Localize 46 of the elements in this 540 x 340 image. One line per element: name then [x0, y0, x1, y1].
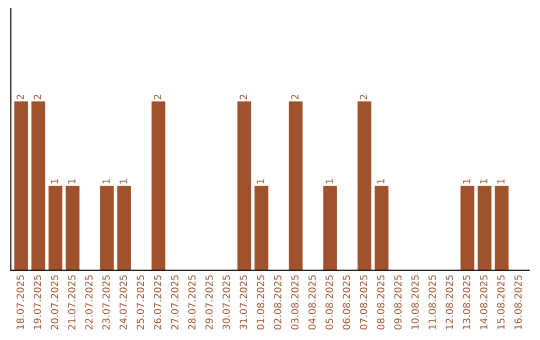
x-tick-label: 28.07.2025 — [188, 275, 196, 330]
x-tick-label: 25.07.2025 — [136, 275, 144, 330]
x-tick-label: 15.08.2025 — [497, 275, 505, 330]
x-tick-label: 29.07.2025 — [205, 275, 213, 330]
data-label: 1 — [68, 179, 76, 184]
x-tick-label: 24.07.2025 — [120, 275, 127, 330]
x-tick-label: 03.08.2025 — [291, 275, 299, 330]
x-tick-label: 04.08.2025 — [308, 275, 316, 330]
x-tick-label: 06.08.2025 — [342, 275, 350, 330]
x-tick-label: 08.08.2025 — [377, 275, 384, 330]
x-tick-label: 12.08.2025 — [446, 275, 454, 330]
x-tick-label: 09.08.2025 — [394, 275, 402, 330]
x-tick-label: 19.07.2025 — [34, 275, 42, 330]
x-tick-label: 01.08.2025 — [256, 275, 264, 330]
x-tick-label: 05.08.2025 — [326, 275, 333, 330]
x-tick-label: 23.07.2025 — [102, 275, 110, 330]
data-label: 1 — [480, 179, 488, 184]
data-label: 1 — [102, 179, 110, 184]
x-tick-label: 18.07.2025 — [16, 275, 24, 330]
x-tick-label: 02.08.2025 — [274, 275, 282, 330]
x-tick-label: 14.08.2025 — [480, 275, 488, 330]
x-tick-label: 11.08.2025 — [428, 275, 436, 330]
data-label: 1 — [497, 179, 504, 184]
data-label: 1 — [257, 179, 264, 184]
x-tick-label: 13.08.2025 — [462, 275, 470, 330]
x-tick-label: 31.07.2025 — [240, 275, 248, 330]
data-label: 2 — [34, 94, 41, 100]
data-label: 1 — [463, 179, 470, 184]
x-tick-label: 20.07.2025 — [50, 275, 58, 330]
x-tick-label: 07.08.2025 — [360, 275, 368, 330]
data-label: 2 — [16, 94, 24, 100]
x-tick-label: 27.07.2025 — [171, 275, 178, 330]
data-label: 1 — [51, 179, 58, 184]
x-tick-label: 30.07.2025 — [222, 275, 230, 330]
data-label: 1 — [377, 179, 384, 184]
data-label: 2 — [360, 94, 368, 100]
data-label: 1 — [326, 179, 333, 184]
x-tick-label: 26.07.2025 — [154, 275, 162, 330]
data-label: 2 — [240, 94, 247, 100]
data-label: 1 — [120, 179, 127, 184]
data-label: 2 — [154, 94, 162, 100]
x-tick-label: 22.07.2025 — [85, 275, 93, 330]
x-tick-label: 10.08.2025 — [411, 275, 419, 330]
x-tick-label: 16.08.2025 — [514, 275, 522, 330]
x-tick-label: 21.07.2025 — [68, 275, 76, 330]
data-label: 2 — [291, 94, 298, 100]
